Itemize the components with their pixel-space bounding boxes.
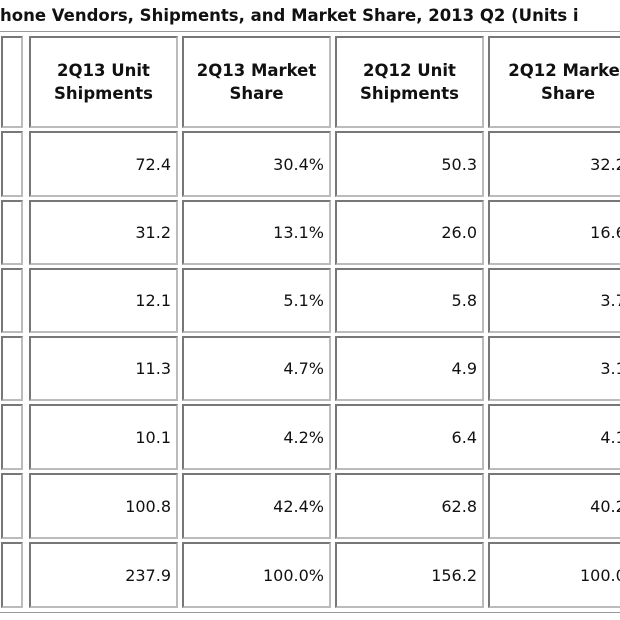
table-cell: 40.2%: [488, 473, 620, 539]
table-cell: 72.4: [29, 131, 178, 197]
cell-value: 3.7%: [600, 291, 620, 310]
vendor-cell: [1, 131, 23, 197]
column-header-label: 2Q12 Market Share: [508, 61, 620, 103]
cell-value: 13.1%: [273, 223, 324, 242]
cell-value: 62.8: [441, 496, 477, 516]
table-cell: 4.2%: [182, 404, 331, 470]
table-cell: 4.7%: [182, 336, 331, 401]
table-cell: 3.1%: [488, 336, 620, 401]
cell-value: 6.4: [451, 427, 477, 447]
cell-value: 32.2%: [590, 154, 620, 174]
table-cell: 11.3: [29, 336, 178, 401]
table-cell: 16.6%: [488, 200, 620, 265]
cell-value: 11.3: [135, 359, 171, 378]
vendor-cell: [1, 268, 23, 333]
header-cell-vendor: [1, 36, 23, 128]
cell-value: 50.3: [441, 154, 477, 174]
cell-value: 31.2: [135, 223, 171, 242]
cell-value: 5.1%: [283, 291, 324, 310]
table-cell: 6.4: [335, 404, 484, 470]
shipments-table: 2Q13 Unit Shipments 2Q13 Market Share 2Q12 U…: [0, 31, 620, 613]
table-cell: 100.8: [29, 473, 178, 539]
cell-value: 156.2: [431, 565, 477, 585]
cell-value: 26.0: [441, 223, 477, 242]
cell-value: 42.4%: [273, 496, 324, 516]
table-cell: 42.4%: [182, 473, 331, 539]
cell-value: 5.8: [451, 291, 477, 310]
table-cell: 31.2: [29, 200, 178, 265]
table-cell: 13.1%: [182, 200, 331, 265]
cell-value: 4.2%: [283, 427, 324, 447]
vendor-cell: [1, 200, 23, 265]
column-header: 2Q12 Unit Shipments: [335, 36, 484, 128]
table-cell: 62.8: [335, 473, 484, 539]
column-header-label: 2Q13 Unit Shipments: [54, 61, 153, 103]
cell-value: 16.6%: [590, 223, 620, 242]
table-cell: 50.3: [335, 131, 484, 197]
cell-value: 3.1%: [600, 359, 620, 378]
table-title: hone Vendors, Shipments, and Market Shar…: [0, 6, 579, 25]
table-cell: 26.0: [335, 200, 484, 265]
column-header: 2Q13 Market Share: [182, 36, 331, 128]
table-cell: 237.9: [29, 542, 178, 608]
column-header-label: 2Q12 Unit Shipments: [360, 61, 459, 103]
cell-value: 30.4%: [273, 154, 324, 174]
vendor-cell: [1, 404, 23, 470]
table-cell: 12.1: [29, 268, 178, 333]
table-cell: 30.4%: [182, 131, 331, 197]
table-cell: 4.1%: [488, 404, 620, 470]
cell-value: 237.9: [125, 565, 171, 585]
table-cell: 5.1%: [182, 268, 331, 333]
cell-value: 72.4: [135, 154, 171, 174]
cell-value: 4.9: [451, 359, 477, 378]
column-header: 2Q12 Market Share: [488, 36, 620, 128]
table-cell: 3.7%: [488, 268, 620, 333]
column-header: 2Q13 Unit Shipments: [29, 36, 178, 128]
vendor-cell: [1, 473, 23, 539]
cell-value: 100.0%: [579, 565, 620, 585]
cell-value: 4.1%: [600, 427, 620, 447]
table-cell: 100.0%: [488, 542, 620, 608]
cell-value: 12.1: [135, 291, 171, 310]
table-cell: 5.8: [335, 268, 484, 333]
cell-value: 100.0%: [262, 565, 324, 585]
table-cell: 4.9: [335, 336, 484, 401]
vendor-cell: [1, 542, 23, 608]
column-header-label: 2Q13 Market Share: [196, 61, 317, 103]
table-cell: 156.2: [335, 542, 484, 608]
vendor-cell: [1, 336, 23, 401]
table-cell: 100.0%: [182, 542, 331, 608]
cell-value: 10.1: [135, 427, 171, 447]
table-cell: 32.2%: [488, 131, 620, 197]
cell-value: 4.7%: [283, 359, 324, 378]
table-cell: 10.1: [29, 404, 178, 470]
cell-value: 40.2%: [590, 496, 620, 516]
cell-value: 100.8: [125, 496, 171, 516]
